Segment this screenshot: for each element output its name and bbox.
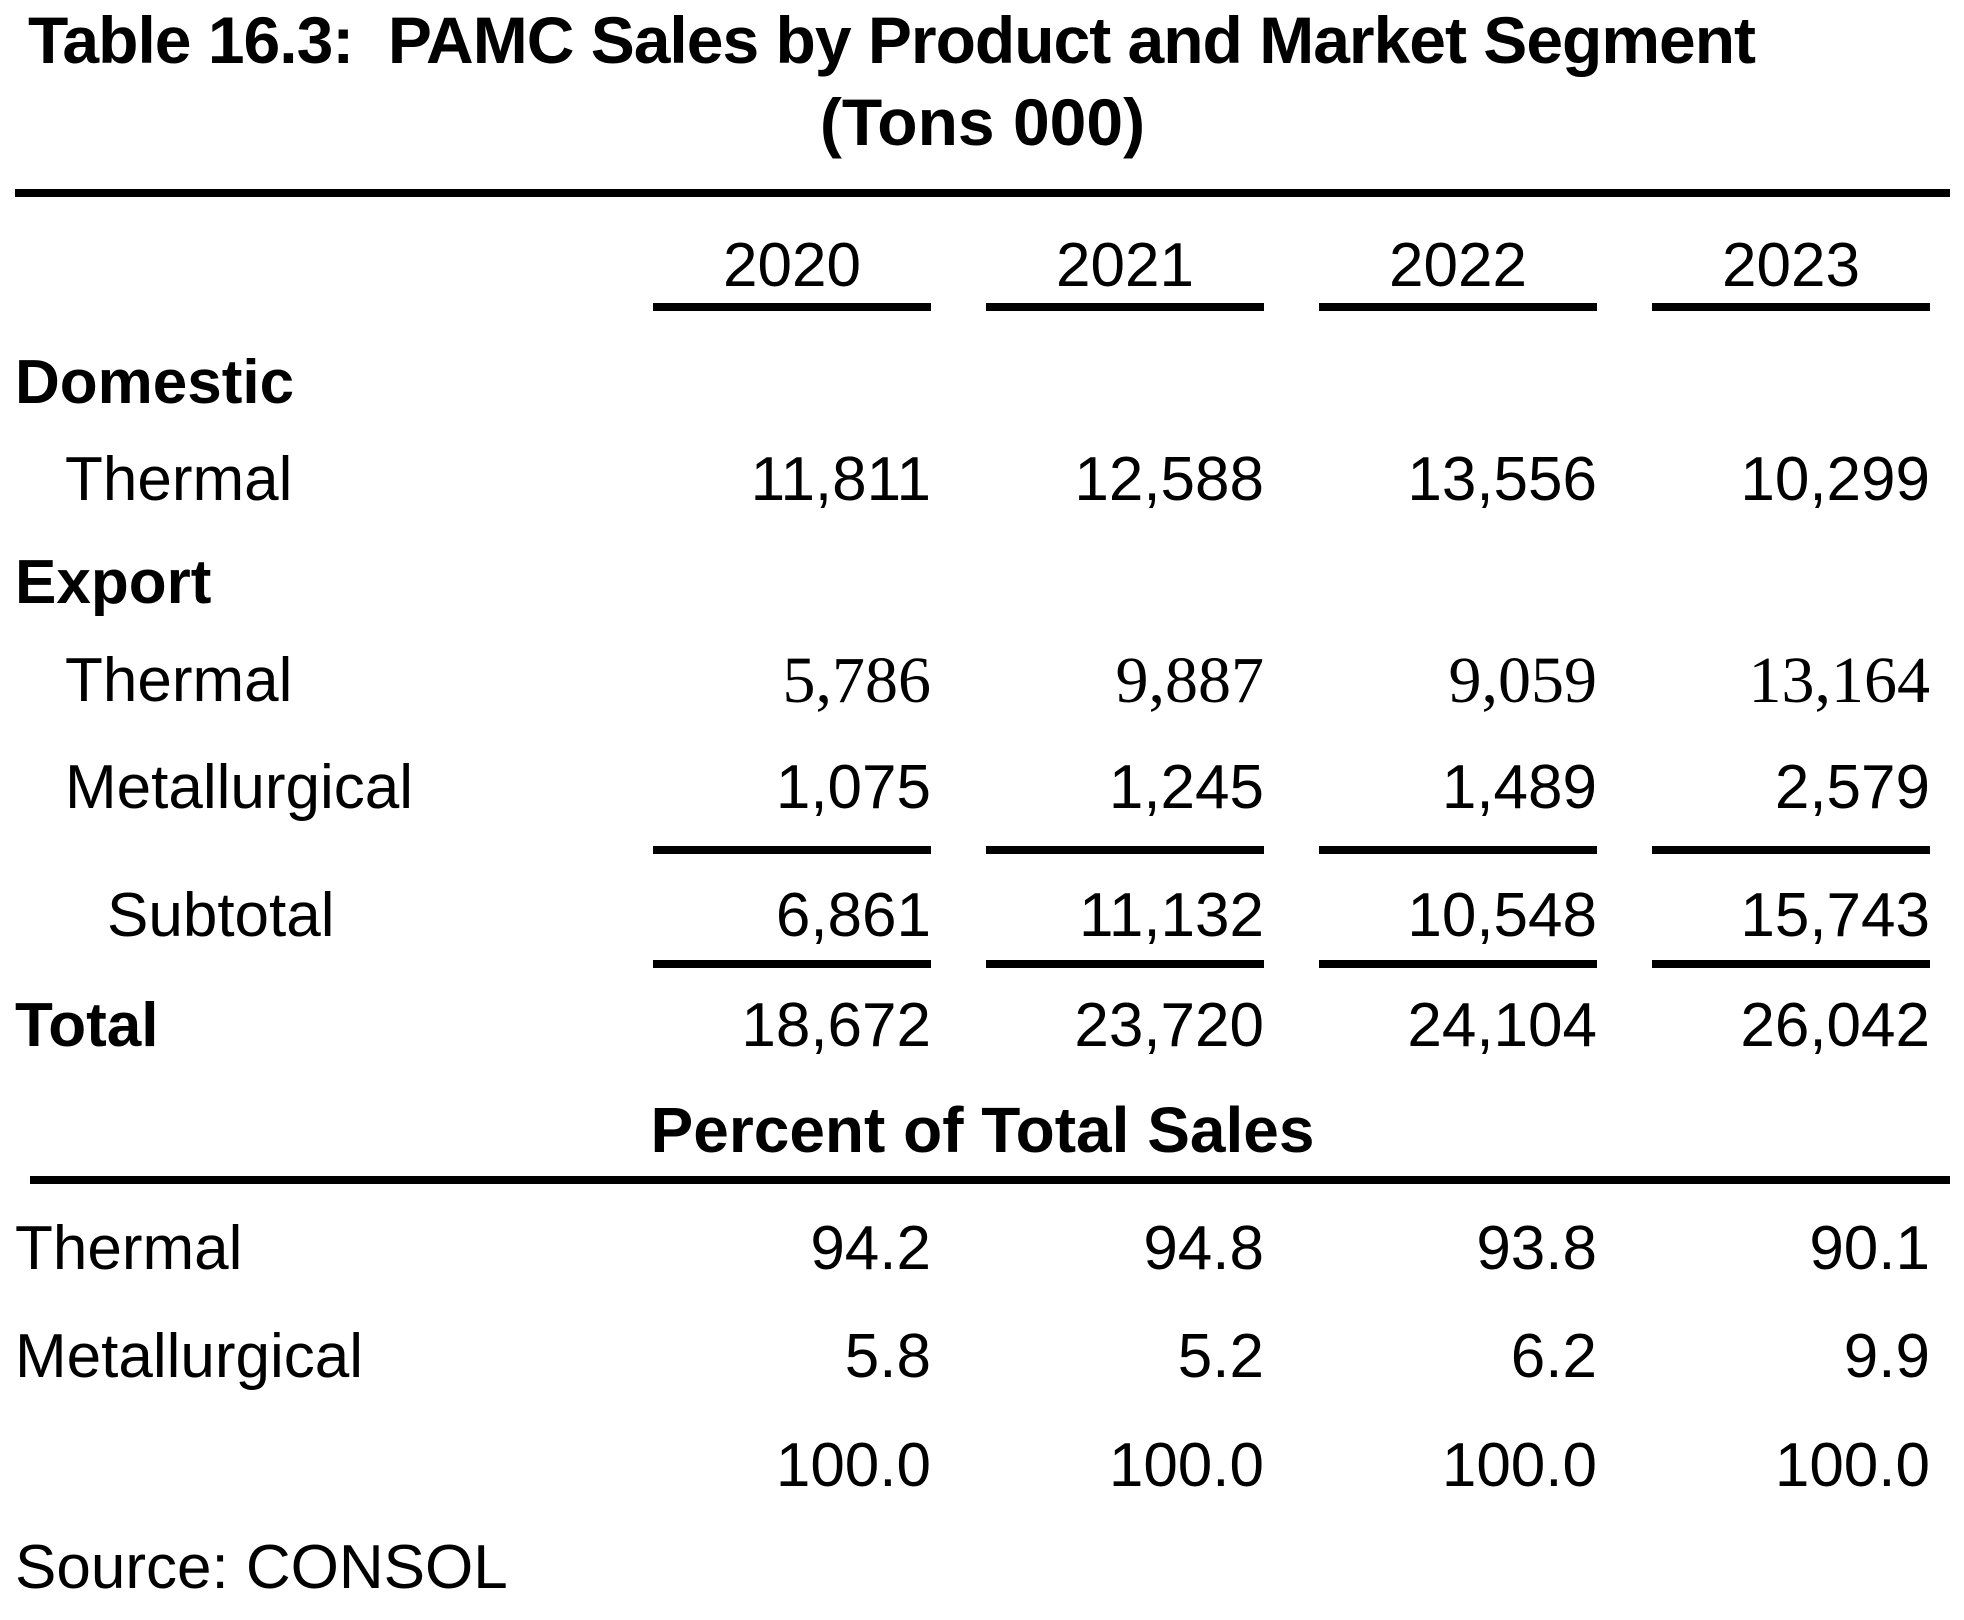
rule-segment xyxy=(1597,846,1930,854)
value-cell-2020: 11,811 xyxy=(750,445,931,514)
section-label-total: Total xyxy=(15,991,159,1060)
value-cell-2020: 5,786 xyxy=(782,643,932,717)
column-header-cell: 2020 xyxy=(598,230,931,301)
row-label: Thermal xyxy=(65,646,293,715)
rule-segment xyxy=(1597,303,1930,311)
column-header-cell: 2023 xyxy=(1597,230,1930,301)
value-cell-2023: 26,042 xyxy=(1740,991,1930,1060)
column-underline xyxy=(1652,846,1930,854)
subtotal-top-rule-row xyxy=(15,846,1930,854)
row-export-metallurgical: Metallurgical 1,075 1,245 1,489 2,579 xyxy=(15,740,1930,835)
value-cell-2021: 100.0 xyxy=(1108,1430,1264,1500)
row-label: Subtotal xyxy=(107,881,335,950)
value-cell-2020: 18,672 xyxy=(741,991,931,1060)
rule-segment xyxy=(1597,960,1930,968)
column-header-2021: 2021 xyxy=(1056,230,1194,300)
column-header-cell: 2021 xyxy=(931,230,1264,301)
column-underline xyxy=(986,846,1264,854)
value-cell-2021: 12,588 xyxy=(1074,445,1264,514)
rule-spacer xyxy=(15,303,598,311)
row-label: Metallurgical xyxy=(15,1321,364,1391)
year-underline-row xyxy=(15,303,1930,311)
source-note: Source: CONSOL xyxy=(15,1533,508,1602)
value-cell-2020: 94.2 xyxy=(810,1213,931,1283)
value-cell-2022: 24,104 xyxy=(1407,991,1597,1060)
top-rule xyxy=(15,189,1950,197)
rule-segment xyxy=(931,960,1264,968)
value-cell-2022: 6.2 xyxy=(1510,1321,1597,1391)
row-percent-thermal: Thermal 94.2 94.8 93.8 90.1 xyxy=(15,1198,1930,1298)
value-cell-2021: 11,132 xyxy=(1078,881,1264,950)
column-underline xyxy=(1652,960,1930,968)
rule-segment xyxy=(931,303,1264,311)
row-label: Thermal xyxy=(65,445,293,514)
column-header-cell: 2022 xyxy=(1264,230,1597,301)
column-header-2023: 2023 xyxy=(1722,230,1860,300)
value-cell-2020: 100.0 xyxy=(775,1430,931,1500)
rule-segment xyxy=(598,846,931,854)
row-domestic-header: Domestic xyxy=(15,335,1930,430)
row-label: Metallurgical xyxy=(65,753,414,822)
year-header-row: 2020 2021 2022 2023 xyxy=(15,225,1930,305)
rule-segment xyxy=(598,960,931,968)
row-export-header: Export xyxy=(15,535,1930,630)
row-percent-total: 100.0 100.0 100.0 100.0 xyxy=(15,1415,1930,1515)
rule-segment xyxy=(1264,846,1597,854)
row-percent-metallurgical: Metallurgical 5.8 5.2 6.2 9.9 xyxy=(15,1306,1930,1406)
value-cell-2023: 100.0 xyxy=(1774,1430,1930,1500)
rule-segment xyxy=(598,303,931,311)
row-label: Thermal xyxy=(15,1213,243,1283)
value-cell-2021: 23,720 xyxy=(1074,991,1264,1060)
column-underline xyxy=(653,846,931,854)
column-underline xyxy=(1319,960,1597,968)
row-export-thermal: Thermal 5,786 9,887 9,059 13,164 xyxy=(15,633,1930,728)
column-underline xyxy=(653,960,931,968)
column-header-2020: 2020 xyxy=(723,230,861,300)
table-title: Table 16.3: PAMC Sales by Product and Ma… xyxy=(28,3,1756,77)
column-underline xyxy=(986,960,1264,968)
section-label-domestic: Domestic xyxy=(15,348,295,417)
value-cell-2023: 9.9 xyxy=(1843,1321,1930,1391)
rule-segment xyxy=(1264,960,1597,968)
row-export-subtotal: Subtotal 6,861 11,132 10,548 15,743 xyxy=(15,868,1930,963)
value-cell-2022: 9,059 xyxy=(1448,643,1598,717)
rule-segment xyxy=(931,846,1264,854)
rule-spacer xyxy=(15,846,598,854)
rule-spacer xyxy=(15,960,598,968)
value-cell-2023: 15,743 xyxy=(1740,881,1930,950)
value-cell-2021: 5.2 xyxy=(1177,1321,1264,1391)
rule-segment xyxy=(1264,303,1597,311)
column-underline xyxy=(1319,303,1597,311)
column-underline xyxy=(1319,846,1597,854)
value-cell-2022: 10,548 xyxy=(1407,881,1597,950)
value-cell-2020: 6,861 xyxy=(775,881,931,950)
value-cell-2022: 100.0 xyxy=(1441,1430,1597,1500)
value-cell-2023: 13,164 xyxy=(1748,643,1931,717)
percent-section-header-row: Percent of Total Sales xyxy=(15,1082,1950,1177)
value-cell-2020: 1,075 xyxy=(775,753,931,822)
value-cell-2023: 10,299 xyxy=(1740,445,1930,514)
value-cell-2021: 1,245 xyxy=(1108,753,1264,822)
column-underline xyxy=(653,303,931,311)
column-header-2022: 2022 xyxy=(1389,230,1527,300)
value-cell-2020: 5.8 xyxy=(844,1321,931,1391)
value-cell-2021: 9,887 xyxy=(1115,643,1265,717)
subtotal-bottom-rule-row xyxy=(15,960,1930,968)
value-cell-2023: 90.1 xyxy=(1809,1213,1930,1283)
section-label-export: Export xyxy=(15,548,212,617)
value-cell-2022: 1,489 xyxy=(1441,753,1597,822)
value-cell-2022: 13,556 xyxy=(1407,445,1597,514)
table-subtitle: (Tons 000) xyxy=(819,85,1146,159)
source-row: Source: CONSOL xyxy=(15,1520,1930,1615)
column-underline xyxy=(1652,303,1930,311)
percent-section-header: Percent of Total Sales xyxy=(650,1093,1315,1166)
row-total: Total 18,672 23,720 24,104 26,042 xyxy=(15,978,1930,1073)
value-cell-2022: 93.8 xyxy=(1476,1213,1597,1283)
percent-section-rule xyxy=(30,1176,1950,1184)
value-cell-2021: 94.8 xyxy=(1143,1213,1264,1283)
row-domestic-thermal: Thermal 11,811 12,588 13,556 10,299 xyxy=(15,432,1930,527)
value-cell-2023: 2,579 xyxy=(1774,753,1930,822)
column-underline xyxy=(986,303,1264,311)
